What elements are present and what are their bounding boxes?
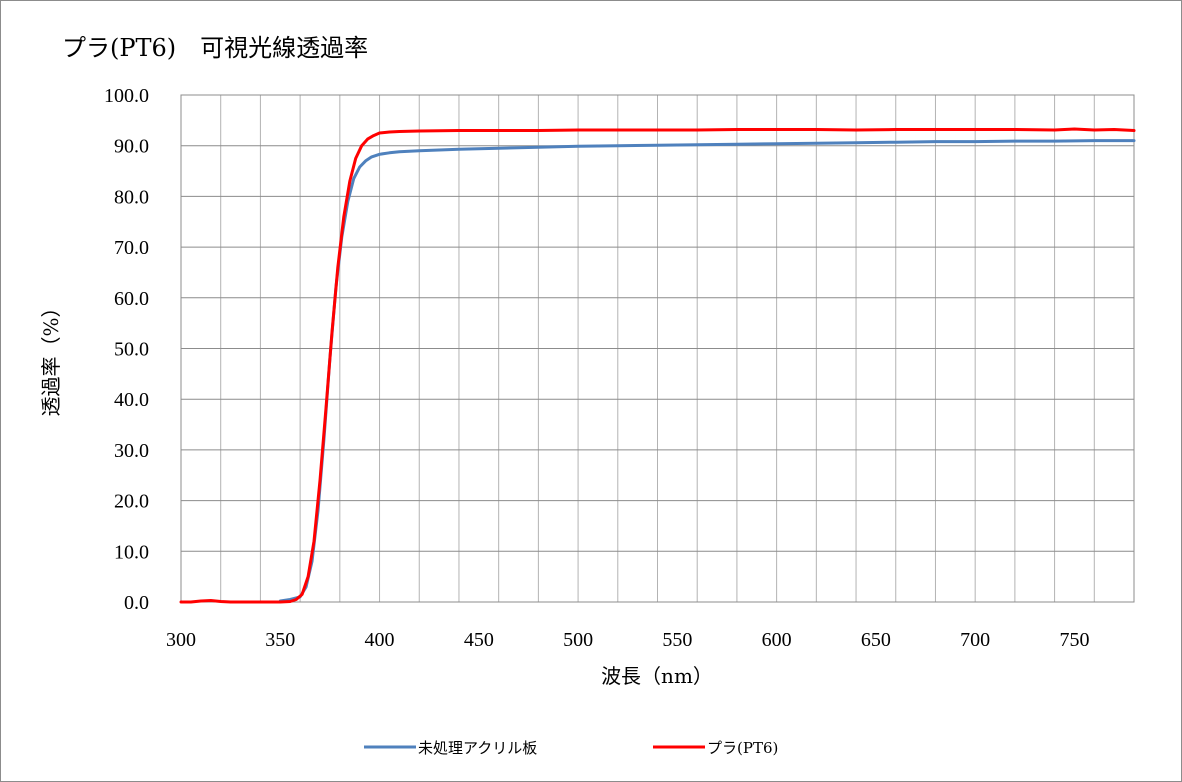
y-tick-label: 90.0	[114, 136, 149, 158]
legend-label-1: 未処理アクリル板	[418, 739, 537, 757]
x-tick-label: 550	[662, 629, 692, 651]
y-tick-label: 70.0	[114, 237, 149, 259]
legend-label-2: プラ(PT6)	[707, 739, 778, 757]
y-axis-title: 透過率（%）	[39, 297, 63, 416]
x-tick-labels: 300 350 400 450 500 550 600 650 700 750	[166, 629, 1089, 651]
y-tick-label: 60.0	[114, 288, 149, 310]
x-tick-label: 400	[365, 629, 395, 651]
y-tick-label: 40.0	[114, 389, 149, 411]
x-tick-label: 450	[464, 629, 494, 651]
x-tick-label: 700	[960, 629, 990, 651]
y-tick-label: 0.0	[124, 592, 149, 614]
y-tick-labels: 0.0 10.0 20.0 30.0 40.0 50.0 60.0 70.0 80.0 90.0 1…	[104, 85, 149, 614]
x-tick-label: 750	[1059, 629, 1089, 651]
x-axis-title: 波長（nm）	[601, 664, 713, 688]
x-tick-label: 650	[861, 629, 891, 651]
grid-lines	[180, 94, 1135, 603]
x-tick-label: 600	[762, 629, 792, 651]
y-tick-label: 50.0	[114, 339, 149, 361]
x-tick-label: 350	[265, 629, 295, 651]
y-tick-label: 100.0	[104, 85, 149, 107]
series-line-2	[179, 127, 1136, 604]
y-tick-label: 30.0	[114, 440, 149, 462]
x-tick-label: 300	[166, 629, 196, 651]
y-tick-label: 20.0	[114, 491, 149, 513]
legend: 未処理アクリル板 プラ(PT6)	[364, 739, 778, 757]
chart-title: プラ(PT6) 可視光線透過率	[62, 34, 369, 62]
y-tick-label: 80.0	[114, 186, 149, 208]
series-line-1	[278, 139, 1136, 603]
y-tick-label: 10.0	[114, 541, 149, 563]
plot-area-border	[180, 94, 1135, 603]
series-lines	[179, 127, 1136, 604]
x-tick-label: 500	[563, 629, 593, 651]
